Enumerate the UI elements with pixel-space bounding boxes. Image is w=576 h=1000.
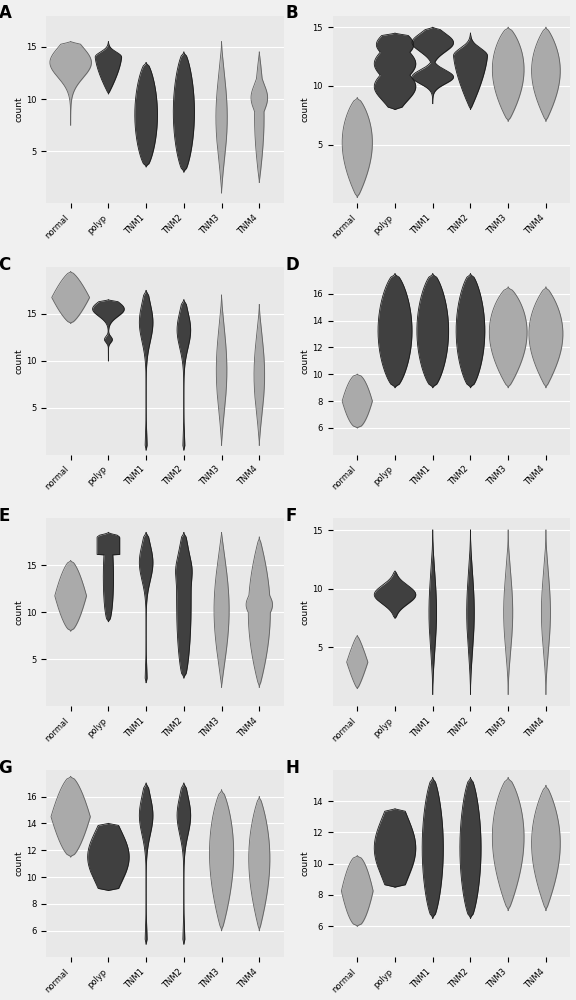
Text: A: A bbox=[0, 4, 12, 22]
Y-axis label: count: count bbox=[14, 348, 23, 374]
Text: C: C bbox=[0, 256, 11, 274]
Y-axis label: count: count bbox=[14, 851, 23, 876]
Y-axis label: count: count bbox=[301, 348, 310, 374]
Text: E: E bbox=[0, 507, 10, 525]
Y-axis label: count: count bbox=[14, 599, 23, 625]
Y-axis label: count: count bbox=[14, 97, 23, 122]
Text: G: G bbox=[0, 759, 12, 777]
Y-axis label: count: count bbox=[301, 97, 310, 122]
Text: D: D bbox=[285, 256, 299, 274]
Y-axis label: count: count bbox=[301, 599, 310, 625]
Y-axis label: count: count bbox=[301, 851, 310, 876]
Text: F: F bbox=[285, 507, 297, 525]
Text: B: B bbox=[285, 4, 298, 22]
Text: H: H bbox=[285, 759, 299, 777]
